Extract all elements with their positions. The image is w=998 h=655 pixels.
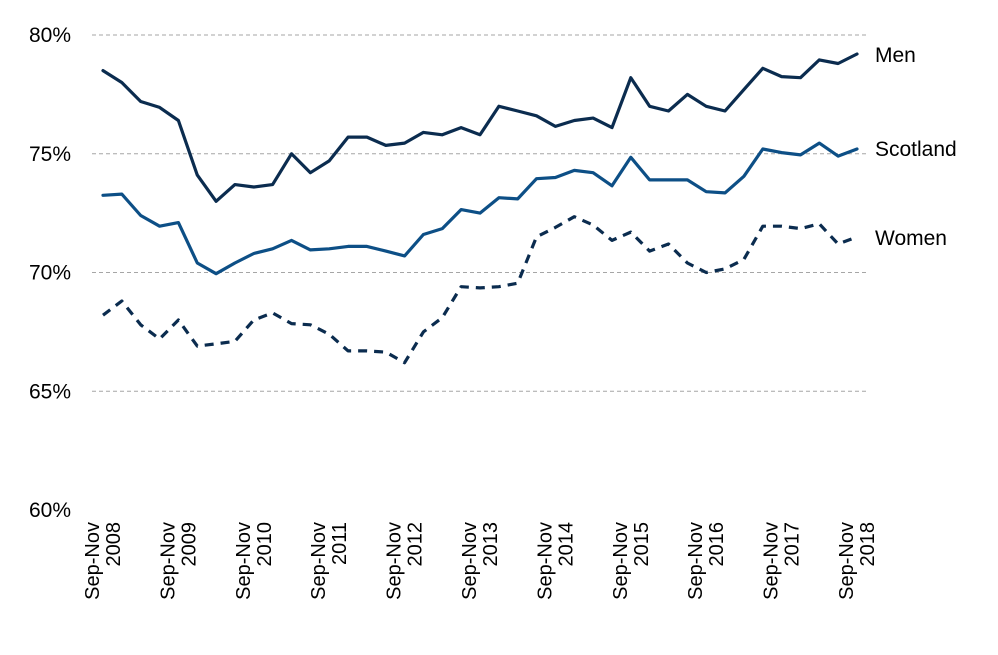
x-tick-label: Sep-Nov 2014 xyxy=(534,522,577,600)
y-tick-label: 80% xyxy=(29,24,71,47)
x-tick-label: Sep-Nov 2010 xyxy=(233,522,276,600)
x-tick-label-line: 2014 xyxy=(555,522,577,567)
x-axis-ticks: Sep-Nov 2008 Sep-Nov 2009 Sep-Nov 2010 Sep-Nov… xyxy=(82,522,879,600)
series-line-women xyxy=(102,215,858,365)
y-tick-label: 75% xyxy=(29,143,71,166)
y-axis-ticks: 60% 65% 70% 75% 80% xyxy=(29,24,71,522)
x-tick-label-line: Sep-Nov xyxy=(308,522,330,600)
x-tick-label-line: 2010 xyxy=(254,522,276,567)
x-tick-label: Sep-Nov 2008 xyxy=(82,522,125,600)
x-tick-label-line: Sep-Nov xyxy=(761,522,783,600)
y-tick-label: 65% xyxy=(29,380,71,403)
x-tick-label-line: 2008 xyxy=(103,522,125,567)
x-tick-label: Sep-Nov 2015 xyxy=(610,522,653,600)
series-line-scotland xyxy=(101,141,859,276)
series-label-men: Men xyxy=(875,44,916,67)
x-tick-label-line: 2018 xyxy=(857,522,879,567)
x-tick-label-line: Sep-Nov xyxy=(610,522,632,600)
x-tick-label-line: Sep-Nov xyxy=(534,522,556,600)
x-tick-label: Sep-Nov 2017 xyxy=(761,522,804,600)
x-tick-label-line: 2009 xyxy=(178,522,200,567)
x-tick-label-line: Sep-Nov xyxy=(82,522,104,600)
x-tick-label-line: 2017 xyxy=(782,522,804,567)
y-tick-label: 60% xyxy=(29,499,71,522)
x-tick-label-line: 2013 xyxy=(480,522,502,567)
x-tick-label-line: Sep-Nov xyxy=(685,522,707,600)
x-tick-label: Sep-Nov 2016 xyxy=(685,522,728,600)
x-tick-label-line: Sep-Nov xyxy=(459,522,481,600)
x-tick-label: Sep-Nov 2011 xyxy=(308,522,351,600)
series-label-women: Women xyxy=(875,227,947,250)
x-tick-label-line: Sep-Nov xyxy=(157,522,179,600)
x-tick-label-line: 2012 xyxy=(405,522,427,567)
x-tick-label-line: Sep-Nov xyxy=(836,522,858,600)
x-tick-label: Sep-Nov 2009 xyxy=(157,522,200,600)
x-tick-label-line: Sep-Nov xyxy=(384,522,406,600)
x-tick-label: Sep-Nov 2013 xyxy=(459,522,502,600)
series-label-scotland: Scotland xyxy=(875,138,957,161)
x-tick-label-line: 2011 xyxy=(329,522,351,565)
series-lines xyxy=(101,52,859,365)
x-tick-label: Sep-Nov 2018 xyxy=(836,522,879,600)
x-tick-label-line: 2015 xyxy=(631,522,653,567)
y-tick-label: 70% xyxy=(29,262,71,285)
series-labels: Men Scotland Women xyxy=(875,44,957,250)
x-tick-label-line: 2016 xyxy=(706,522,728,567)
series-line-men xyxy=(101,52,859,203)
x-tick-label-line: Sep-Nov xyxy=(233,522,255,600)
x-tick-label: Sep-Nov 2012 xyxy=(384,522,427,600)
